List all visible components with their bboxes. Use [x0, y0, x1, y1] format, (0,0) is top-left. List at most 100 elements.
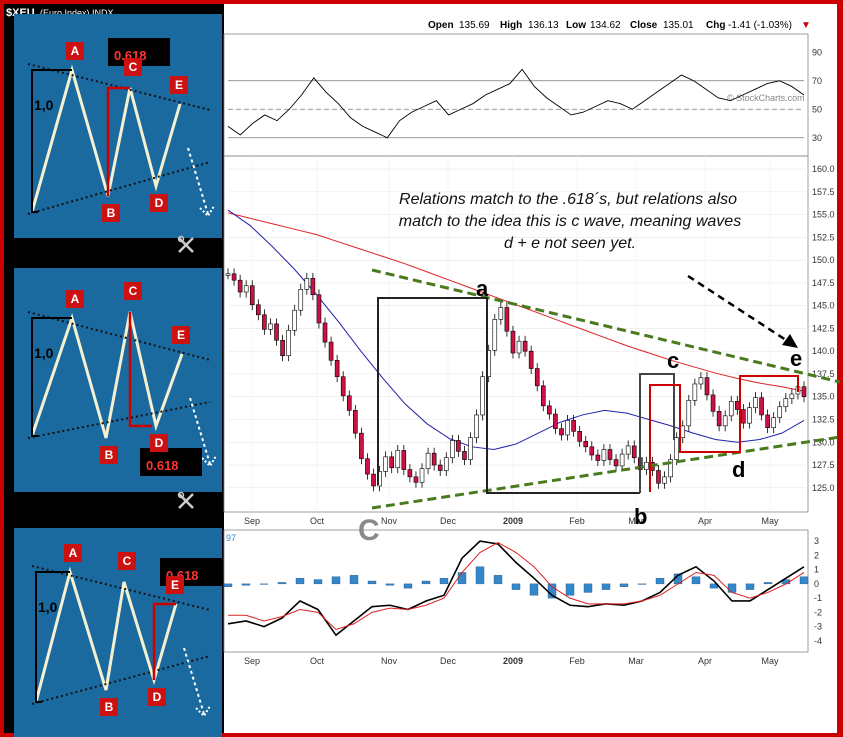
wave-zigzag: [34, 566, 178, 703]
candle-body: [498, 307, 504, 320]
candle-body: [298, 288, 304, 311]
candle-body: [571, 420, 576, 432]
point-label-e: E: [171, 578, 179, 592]
annotation-line-1: Relations match to the .618´s, but relat…: [399, 191, 737, 208]
candle-body: [656, 470, 661, 484]
histogram-bar: [583, 583, 593, 593]
candle-body: [516, 340, 522, 354]
macd-ticks: -4 -3 -2 -1 0 1 2 3: [814, 536, 822, 646]
watermark: © StockCharts.com: [727, 93, 805, 103]
candle-body: [462, 451, 467, 460]
histogram-bar: [727, 583, 737, 593]
point-label-b: B: [105, 700, 114, 714]
candle-body: [619, 453, 625, 467]
candle-body: [631, 445, 637, 459]
point-label-c: C: [129, 60, 138, 74]
low-value: 134.62: [590, 20, 621, 31]
candle-body: [340, 376, 346, 397]
candle-body: [425, 452, 431, 469]
candle-body: [589, 446, 595, 456]
histogram-bar: [241, 583, 251, 586]
month-label: 2009: [503, 516, 523, 526]
wave-label-big-c: C: [358, 514, 380, 547]
candle-body: [304, 278, 310, 290]
month-label: Feb: [569, 656, 585, 666]
candle-body: [359, 432, 364, 459]
histogram-bar: [619, 583, 629, 587]
candle-body: [540, 385, 546, 407]
month-label: May: [761, 656, 779, 666]
ratio-label: 1,0: [34, 97, 54, 113]
ratio-bracket: [31, 317, 72, 437]
tools-icon-stroke: [178, 237, 194, 253]
histogram-bar: [313, 579, 323, 585]
histogram-bar: [457, 572, 467, 585]
candle-body: [322, 322, 328, 343]
histogram-bar: [277, 582, 287, 585]
macd-tick-label: 3: [814, 536, 819, 546]
candle-body: [522, 340, 528, 352]
chg-value: -1.41 (-1.03%): [728, 20, 792, 31]
point-label-a: A: [71, 44, 80, 58]
candle-body: [534, 368, 540, 387]
candle-body: [704, 377, 710, 396]
macd-tick-label: 1: [814, 565, 819, 575]
candle-body: [747, 407, 752, 424]
histogram-bar: [259, 583, 269, 585]
wave-label-b: b: [634, 504, 647, 529]
price-tick-label: 127.5: [812, 460, 835, 470]
point-badge: [118, 552, 136, 570]
down-arrow-icon: ▼: [801, 20, 811, 31]
point-badge: [100, 446, 118, 464]
open-label: Open: [428, 20, 454, 31]
point-label-b: B: [105, 448, 114, 462]
candle-body: [346, 395, 352, 411]
candle-body: [674, 437, 679, 460]
point-label-d: D: [155, 436, 164, 450]
upper-trendline: [371, 268, 841, 384]
histogram-bar: [565, 583, 575, 596]
point-badge: [64, 544, 82, 562]
candle-body: [547, 405, 552, 415]
candle-body: [765, 414, 770, 428]
candle-body: [565, 420, 570, 436]
close-value: 135.01: [663, 20, 694, 31]
point-badge: [100, 698, 118, 716]
histogram-bar: [331, 576, 341, 585]
macd-tick-label: 0: [814, 579, 819, 589]
candle-body: [353, 410, 358, 434]
histogram-bar: [763, 582, 773, 585]
high-value: 136.13: [528, 20, 559, 31]
candle-body: [231, 273, 237, 281]
fib-box: [140, 448, 202, 476]
candle-body: [753, 397, 758, 408]
candle-body: [268, 323, 273, 330]
point-badge: [124, 282, 142, 300]
price-tick-label: 142.5: [812, 323, 835, 333]
annotation-line-2: match to the idea this is c wave, meanin…: [399, 213, 741, 230]
candle-body: [662, 476, 667, 484]
month-ticks: Sep Oct Nov Dec 2009 Feb Mar Apr May: [244, 516, 779, 526]
candle-body: [680, 425, 686, 439]
month-label: Dec: [440, 516, 457, 526]
candle-body: [789, 393, 795, 399]
arrow-head-icon: [782, 334, 798, 348]
candle-body: [607, 449, 613, 460]
macd-panel: 97 -4 -3 -2 -1 0 1 2 3 Sep Oct Nov Dec 2009 Feb Mar Ap…: [223, 529, 822, 666]
open-value: 135.69: [459, 20, 490, 31]
candle-body: [668, 459, 673, 478]
price-tick-label: 125.0: [812, 483, 835, 493]
point-badge: [124, 58, 142, 76]
month-label: Apr: [698, 656, 712, 666]
candle-body: [741, 409, 746, 424]
point-label-a: A: [71, 292, 80, 306]
candle-body: [395, 450, 401, 469]
wave-zigzag: [30, 311, 184, 439]
candle-body: [644, 461, 649, 470]
histogram-bar: [421, 580, 431, 585]
macd-tick-label: 2: [814, 550, 819, 560]
month-label: 2009: [503, 656, 523, 666]
